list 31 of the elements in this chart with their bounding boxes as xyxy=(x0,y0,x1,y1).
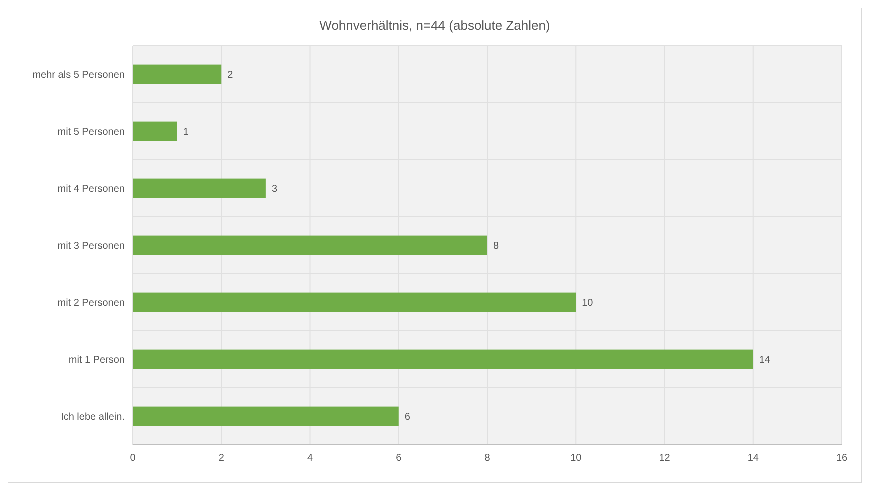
data-label: 6 xyxy=(404,412,411,423)
y-tick-label: mit 4 Personen xyxy=(58,184,125,195)
bar xyxy=(133,292,576,312)
chart-title: Wohnverhältnis, n=44 (absolute Zahlen) xyxy=(320,18,550,33)
x-tick-label: 8 xyxy=(484,453,491,464)
bar xyxy=(133,178,266,198)
x-tick-label: 12 xyxy=(659,453,671,464)
y-tick-label: Ich lebe allein. xyxy=(61,412,125,423)
data-label: 10 xyxy=(582,298,594,309)
y-tick-label: mit 5 Personen xyxy=(58,127,125,138)
data-label: 14 xyxy=(759,355,771,366)
bar xyxy=(133,122,178,142)
bar xyxy=(133,236,488,256)
x-tick-label: 4 xyxy=(307,453,314,464)
x-tick-label: 6 xyxy=(396,453,402,464)
y-tick-label: mit 3 Personen xyxy=(58,241,125,252)
x-tick-label: 16 xyxy=(836,453,848,464)
y-tick-label: mit 1 Person xyxy=(68,355,125,366)
bar xyxy=(133,350,754,370)
y-tick-label: mit 2 Personen xyxy=(58,298,125,309)
data-label: 1 xyxy=(183,127,190,138)
x-tick-label: 10 xyxy=(570,453,582,464)
x-tick-label: 0 xyxy=(130,453,136,464)
x-tick-label: 14 xyxy=(748,453,760,464)
x-tick-label: 2 xyxy=(218,453,225,464)
data-label: 3 xyxy=(272,184,278,195)
data-label: 8 xyxy=(494,241,500,252)
bar xyxy=(133,406,399,426)
data-label: 2 xyxy=(228,70,234,81)
y-tick-label: mehr als 5 Personen xyxy=(32,70,125,81)
bar xyxy=(133,64,222,84)
